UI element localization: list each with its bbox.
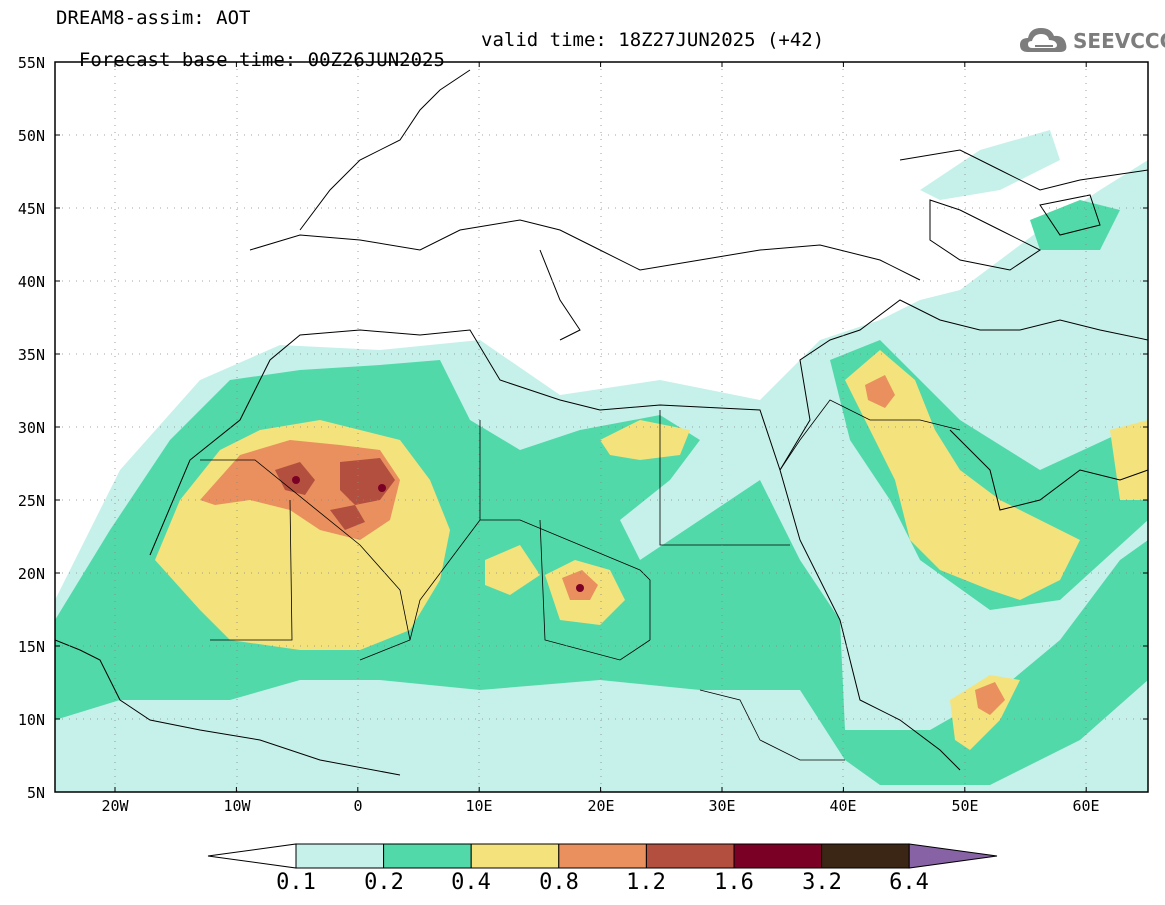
colorbar-label: 3.2 bbox=[802, 870, 842, 895]
lon-label: 10E bbox=[465, 797, 493, 815]
colorbar-label: 0.8 bbox=[539, 870, 579, 895]
lon-label: 0 bbox=[353, 797, 363, 815]
lat-label: 20N bbox=[17, 565, 45, 583]
lat-label: 10N bbox=[17, 711, 45, 729]
lat-label: 45N bbox=[17, 200, 45, 218]
colorbar-bin bbox=[295, 843, 385, 869]
lat-label: 30N bbox=[17, 419, 45, 437]
colorbar-bin bbox=[383, 843, 472, 869]
lon-label: 10W bbox=[223, 797, 251, 815]
colorbar-label: 0.2 bbox=[364, 870, 404, 895]
lat-label: 15N bbox=[17, 638, 45, 656]
colorbar-label: 0.1 bbox=[276, 870, 316, 895]
axis-ticks bbox=[55, 61, 1148, 793]
valid-time: valid time: 18Z27JUN2025 (+42) bbox=[481, 29, 825, 51]
lat-label: 25N bbox=[17, 492, 45, 510]
lat-label: 55N bbox=[17, 54, 45, 72]
colorbar bbox=[207, 843, 998, 869]
colorbar-label: 1.6 bbox=[714, 870, 754, 895]
aot-field-1.2 bbox=[275, 458, 395, 530]
colorbar-bin bbox=[558, 843, 647, 869]
aot-field-1.6 bbox=[292, 476, 584, 592]
colorbar-bin bbox=[645, 843, 735, 869]
colorbar-bin bbox=[821, 843, 910, 869]
lon-label: 20E bbox=[587, 797, 615, 815]
lon-label: 30E bbox=[708, 797, 736, 815]
lon-label: 20W bbox=[101, 797, 129, 815]
map-title: DREAM8-assim: AOT bbox=[56, 7, 251, 29]
lat-label: 5N bbox=[26, 784, 45, 802]
forecast-time-line: Forecast base time: 00Z26JUN2025 valid t… bbox=[56, 30, 824, 90]
lat-label: 35N bbox=[17, 346, 45, 364]
base-time: Forecast base time: 00Z26JUN2025 bbox=[78, 49, 445, 71]
colorbar-low-arrow bbox=[207, 843, 297, 869]
colorbar-label: 0.4 bbox=[451, 870, 491, 895]
lat-label: 40N bbox=[17, 273, 45, 291]
seevccc-logo: SEEVCCC bbox=[1018, 22, 1165, 58]
colorbar-bin bbox=[470, 843, 560, 869]
colorbar-bin bbox=[733, 843, 823, 869]
graticule bbox=[55, 62, 1148, 792]
country-borders bbox=[200, 399, 961, 761]
coastlines bbox=[55, 69, 1148, 776]
lat-label: 50N bbox=[17, 127, 45, 145]
logo-text: SEEVCCC bbox=[1073, 29, 1165, 53]
colorbar-label: 1.2 bbox=[626, 870, 666, 895]
colorbar-high-arrow bbox=[908, 843, 998, 869]
lon-label: 40E bbox=[829, 797, 857, 815]
lon-label: 60E bbox=[1072, 797, 1100, 815]
cloud-icon bbox=[1020, 28, 1067, 52]
lon-label: 50E bbox=[951, 797, 979, 815]
colorbar-label: 6.4 bbox=[889, 870, 929, 895]
